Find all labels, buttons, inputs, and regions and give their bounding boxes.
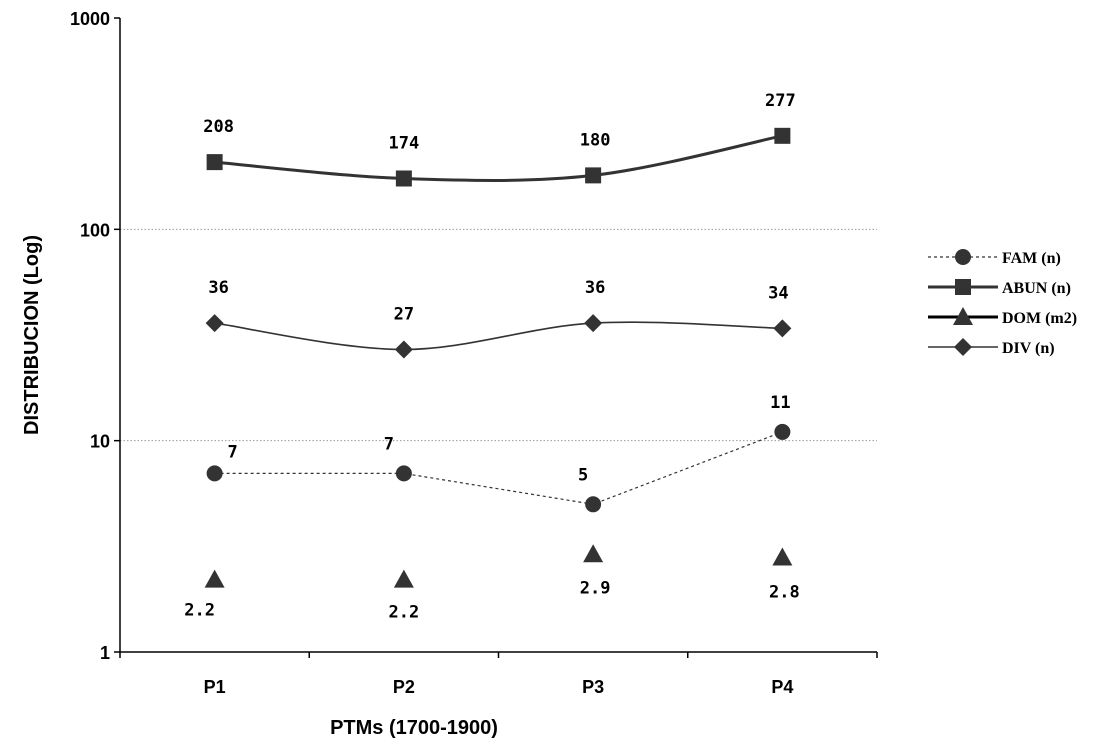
legend-label-div-n: DIV (n)	[1002, 340, 1055, 357]
data-label-dom-m2: 2.2	[389, 603, 420, 623]
gridlines	[120, 228, 877, 442]
data-label-div-n: 27	[394, 305, 414, 325]
legend-label-dom-m2: DOM (m2)	[1002, 310, 1077, 327]
marker-div-n	[394, 340, 413, 359]
legend-marker-fam-n	[955, 249, 971, 265]
legend-label-abun-n: ABUN (n)	[1002, 280, 1071, 297]
legend-marker-dom-m2	[953, 307, 973, 325]
y-tick-label: 100	[80, 220, 110, 240]
marker-fam-n	[206, 465, 223, 482]
y-tick-label: 1000	[70, 9, 110, 29]
marker-fam-n	[774, 423, 791, 440]
marker-dom-m2	[204, 569, 225, 588]
data-label-abun-n: 208	[203, 117, 234, 137]
marker-dom-m2	[583, 544, 604, 563]
y-tick-label: 10	[90, 432, 110, 452]
data-label-fam-n: 7	[228, 442, 238, 462]
legend: FAM (n) ABUN (n) DOM (m2) DIV (n)	[928, 249, 1077, 357]
data-label-div-n: 36	[208, 278, 228, 298]
data-label-dom-m2: 2.9	[580, 578, 611, 598]
series-line-div-n	[214, 321, 783, 351]
marker-div-n	[584, 314, 603, 333]
data-label-fam-n: 7	[384, 434, 394, 454]
y-tick-label: 1	[100, 643, 110, 663]
data-label-dom-m2: 2.2	[184, 601, 215, 621]
legend-label-fam-n: FAM (n)	[1002, 250, 1061, 267]
marker-div-n	[773, 319, 792, 338]
marker-div-n	[205, 314, 224, 333]
series	[204, 127, 793, 588]
x-tick-label: P1	[204, 677, 226, 697]
marker-fam-n	[585, 496, 602, 513]
marker-fam-n	[395, 465, 412, 482]
x-tick-label: P4	[771, 677, 793, 697]
data-label-dom-m2: 2.8	[769, 583, 800, 603]
data-labels: 7 7 5 11 208 174 180 277 2.2 2.2 2.9 2.8 36 27 36 34	[184, 91, 799, 623]
legend-marker-div-n	[954, 338, 972, 356]
data-label-div-n: 34	[768, 283, 788, 303]
marker-abun-n	[395, 170, 412, 187]
data-label-abun-n: 277	[765, 91, 796, 111]
marker-abun-n	[774, 127, 791, 144]
data-label-fam-n: 11	[770, 393, 790, 413]
series-line-abun-n	[214, 134, 783, 182]
data-label-abun-n: 180	[580, 130, 611, 150]
legend-marker-abun-n	[955, 279, 971, 295]
data-label-fam-n: 5	[578, 465, 588, 485]
y-axis-title: DISTRIBUCION (Log)	[21, 235, 43, 435]
x-tick-label: P2	[393, 677, 415, 697]
x-axis-title: PTMs (1700-1900)	[330, 717, 498, 739]
marker-dom-m2	[772, 547, 793, 566]
data-label-div-n: 36	[585, 278, 605, 298]
marker-abun-n	[585, 167, 602, 184]
data-label-abun-n: 174	[389, 133, 420, 153]
axes: 1 10 100 1000 P1 P2 P3 P4	[70, 9, 878, 697]
x-tick-label: P3	[582, 677, 604, 697]
marker-abun-n	[206, 154, 223, 171]
marker-dom-m2	[393, 569, 414, 588]
series-line-fam-n	[214, 431, 783, 505]
